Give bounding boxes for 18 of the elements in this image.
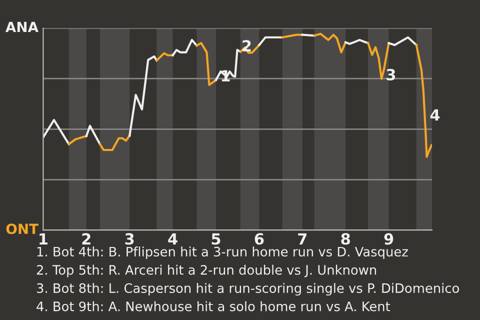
- x-tick-label: 1: [40, 233, 48, 244]
- x-tick-label: 3: [125, 233, 134, 245]
- ref-line-label: ANA: [5, 22, 38, 32]
- x-tick-label: 9: [384, 233, 394, 245]
- annotation: 4: [430, 109, 440, 120]
- text: 1. Bot 4th: B. Pflipsen hit a 3-run home run vs D. Vasquez: [37, 246, 408, 260]
- text: 2. Top 5th: R. Arceri hit a 2-run double vs J. Unknown: [36, 264, 376, 278]
- x-tick-label: 2: [82, 233, 90, 244]
- annotation: 3: [386, 68, 396, 80]
- ref-line-label: ONT: [6, 224, 38, 234]
- x-tick-label: 8: [341, 233, 350, 245]
- text: 4. Bot 9th: A. Newhouse hit a solo home run vs A. Kent: [36, 301, 390, 312]
- x-tick-label: 7: [298, 233, 306, 244]
- x-tick-label: 5: [212, 233, 220, 245]
- text: 3. Bot 8th: L. Casperson hit a run-scoring single vs P. DiDomenico: [36, 283, 459, 296]
- annotation: 2: [242, 40, 251, 52]
- x-tick-label: 6: [254, 233, 264, 245]
- x-tick-label: 4: [168, 233, 178, 244]
